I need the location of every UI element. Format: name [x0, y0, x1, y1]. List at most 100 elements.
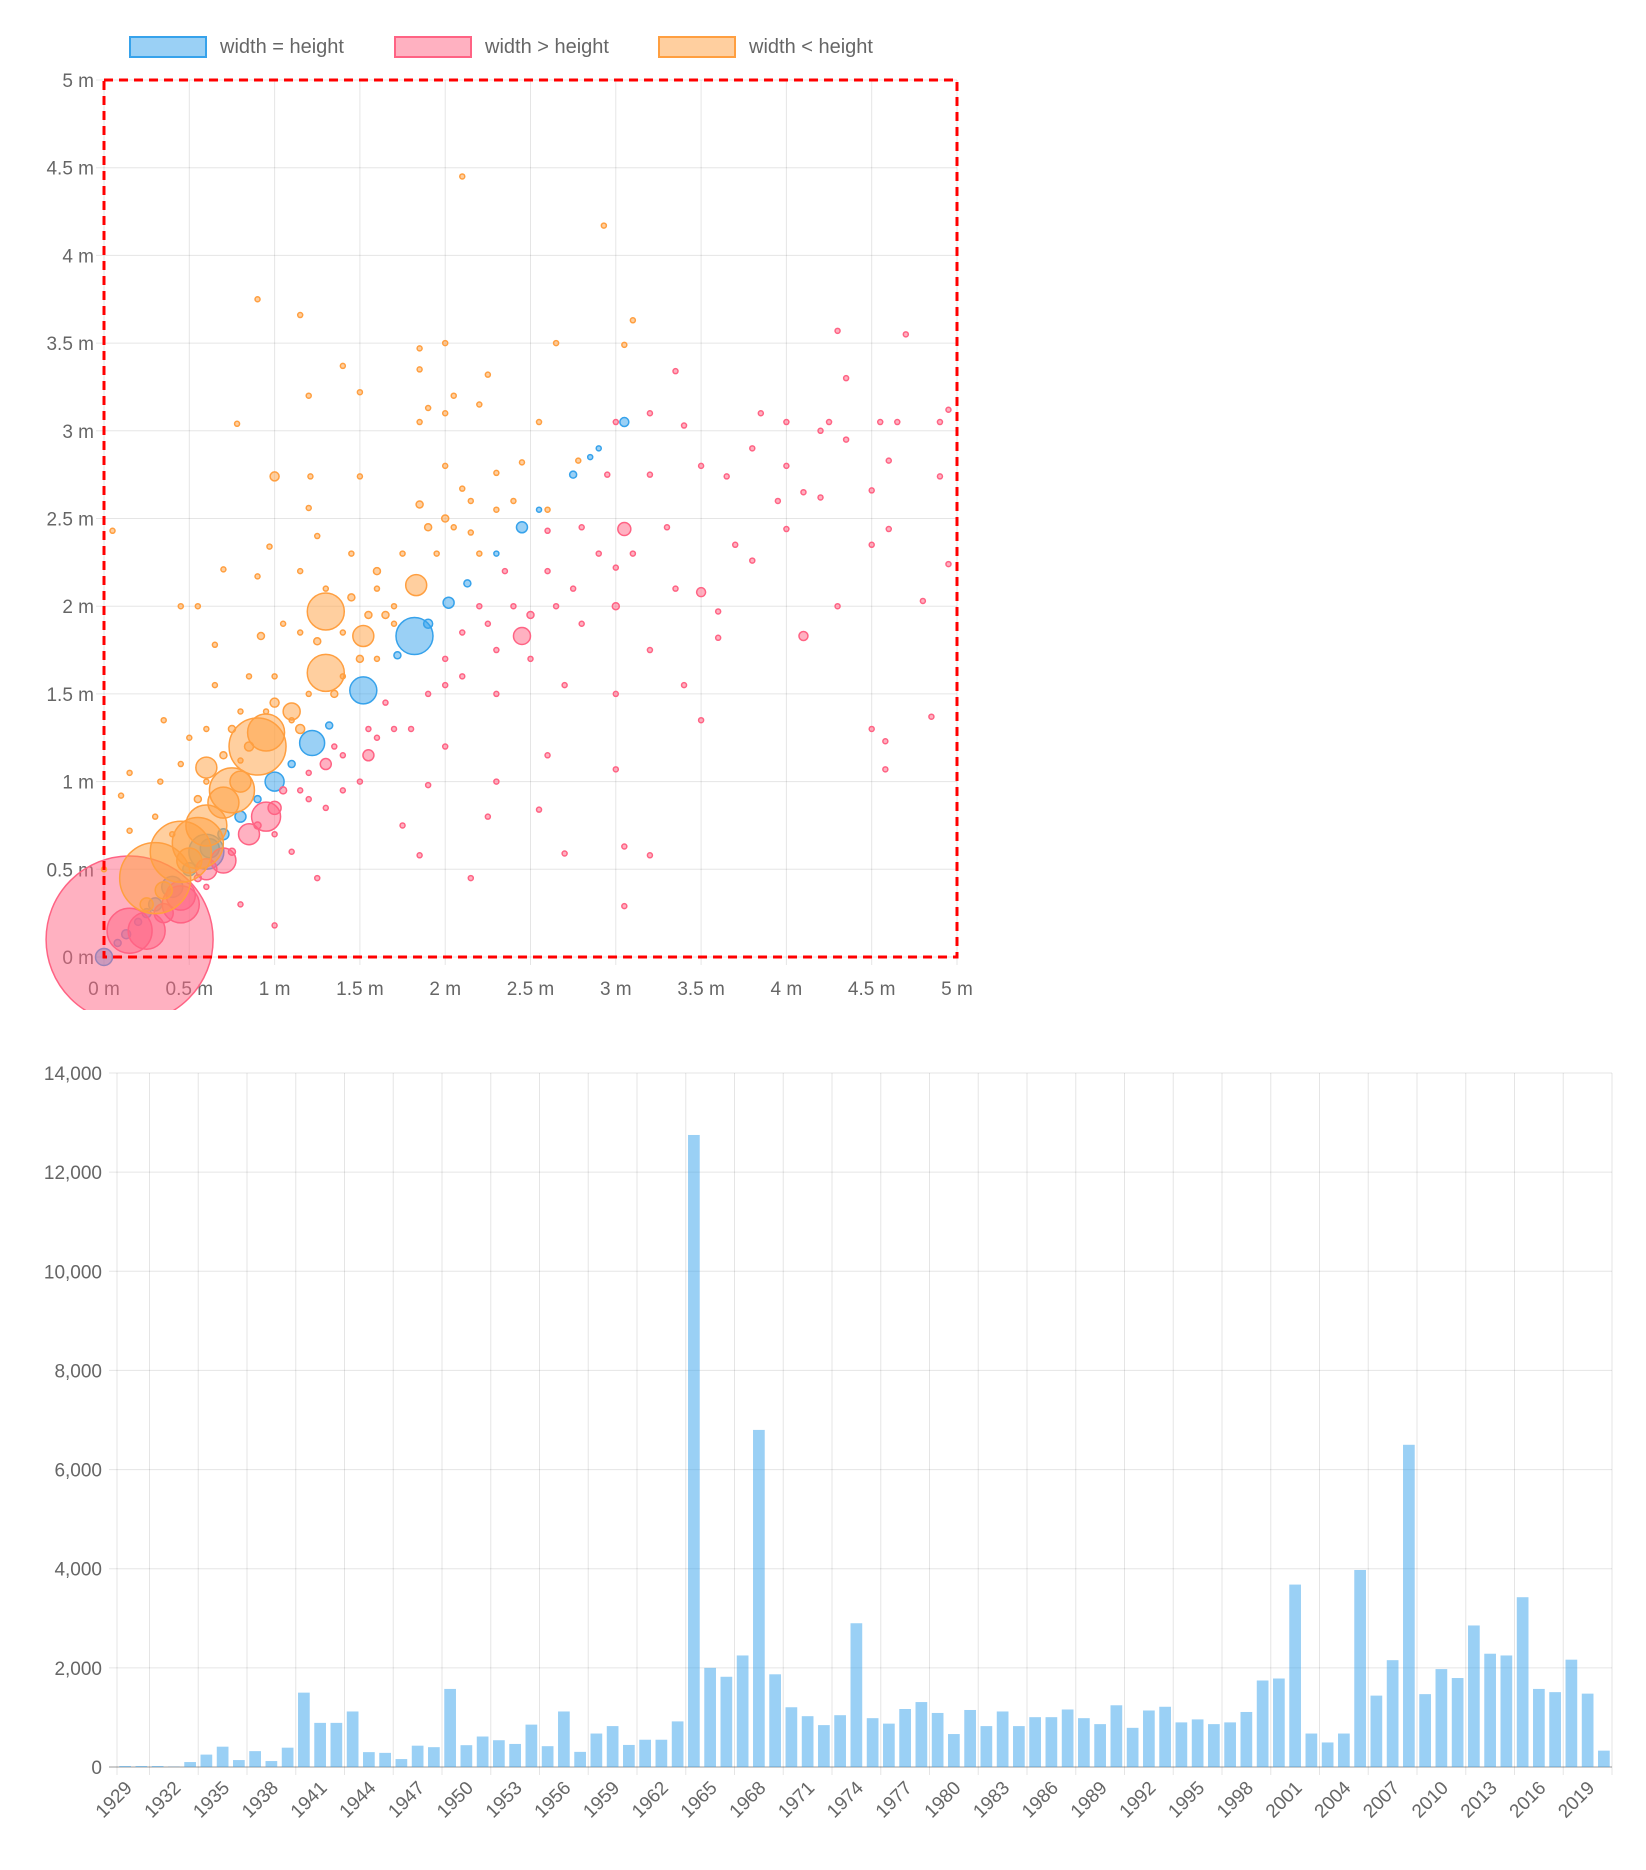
- data-point: [269, 471, 280, 482]
- data-point: [424, 781, 432, 789]
- legend-label: width = height: [220, 35, 344, 58]
- data-point: [535, 806, 543, 813]
- data-point: [243, 741, 255, 752]
- bar-1941: [314, 1722, 326, 1767]
- bar-2001: [1289, 1584, 1301, 1767]
- data-point: [271, 830, 278, 838]
- x-tick-label: 1947: [384, 1778, 429, 1823]
- x-tick-label: 1989: [1067, 1778, 1112, 1823]
- bar-1954: [525, 1724, 538, 1767]
- data-point: [646, 646, 654, 654]
- bar-1956: [558, 1711, 570, 1767]
- y-tick-label: 5 m: [62, 71, 94, 92]
- bar-1996: [1208, 1724, 1220, 1767]
- x-tick-label: 1929: [92, 1778, 137, 1823]
- data-point: [253, 794, 262, 804]
- data-point: [493, 690, 500, 698]
- data-point: [306, 592, 346, 631]
- x-tick-label: 3.5 m: [677, 979, 725, 1000]
- legend-item-wider[interactable]: width > height: [394, 34, 609, 60]
- data-point: [288, 848, 295, 856]
- data-point: [433, 550, 440, 557]
- data-point: [467, 874, 475, 882]
- data-point: [612, 690, 620, 698]
- bar-1972: [818, 1725, 830, 1767]
- data-point: [442, 596, 455, 609]
- bar-1950: [460, 1745, 473, 1767]
- data-point: [783, 525, 790, 533]
- data-point: [621, 843, 628, 850]
- legend-item-equal[interactable]: width = height: [129, 34, 344, 60]
- data-point: [825, 418, 833, 426]
- data-point: [381, 610, 390, 620]
- data-point: [390, 602, 398, 610]
- data-point: [885, 525, 893, 533]
- data-point: [672, 585, 679, 592]
- data-point: [322, 585, 330, 592]
- bar-2018: [1565, 1659, 1578, 1767]
- data-point: [441, 743, 449, 750]
- data-point: [395, 616, 434, 656]
- data-point: [783, 462, 790, 470]
- data-point: [697, 716, 705, 724]
- x-tick-label: 1 m: [259, 979, 291, 1000]
- data-point: [467, 497, 475, 505]
- data-point: [646, 852, 654, 859]
- data-point: [422, 618, 434, 629]
- data-point: [278, 786, 288, 795]
- data-point: [109, 527, 116, 535]
- data-point: [842, 374, 850, 382]
- data-point: [817, 494, 824, 501]
- data-point: [415, 500, 424, 509]
- data-point: [416, 345, 423, 352]
- data-point: [364, 610, 373, 620]
- bar-2014: [1500, 1655, 1513, 1767]
- bar-1978: [915, 1702, 928, 1767]
- x-tick-label: 2007: [1359, 1778, 1404, 1823]
- bar-1930: [135, 1766, 148, 1767]
- x-tick-label: 1971: [774, 1778, 819, 1823]
- data-point: [372, 566, 382, 576]
- data-point: [723, 473, 730, 480]
- legend-swatch-pink: [394, 36, 472, 58]
- data-point: [294, 723, 306, 735]
- data-point: [305, 769, 312, 777]
- bar-2003: [1321, 1742, 1334, 1767]
- x-tick-label: 5 m: [941, 979, 973, 1000]
- data-point: [945, 406, 952, 414]
- data-point: [382, 699, 389, 706]
- data-point: [262, 708, 270, 715]
- data-point: [463, 579, 472, 588]
- data-point: [663, 524, 671, 531]
- data-point: [194, 602, 202, 610]
- data-point: [305, 690, 312, 698]
- bar-1944: [363, 1752, 375, 1767]
- data-point: [493, 506, 500, 513]
- data-point: [339, 629, 347, 636]
- x-tick-label: 2.5 m: [507, 979, 555, 1000]
- data-point: [256, 631, 266, 641]
- legend-item-taller[interactable]: width < height: [658, 34, 873, 60]
- data-point: [339, 752, 347, 759]
- data-point: [749, 557, 756, 564]
- data-point: [868, 541, 875, 549]
- data-point: [568, 470, 578, 479]
- bar-1965: [704, 1667, 716, 1767]
- data-point: [783, 418, 790, 426]
- data-point: [501, 567, 509, 575]
- bar-1937: [249, 1751, 261, 1767]
- bar-2017: [1549, 1692, 1561, 1767]
- bar-2019: [1581, 1693, 1594, 1767]
- data-point: [441, 339, 449, 347]
- y-tick-label: 14,000: [44, 1064, 102, 1085]
- data-point: [552, 602, 560, 610]
- data-point: [203, 778, 210, 785]
- data-point: [440, 514, 450, 523]
- bar-1979: [931, 1712, 944, 1767]
- bar-1955: [541, 1746, 554, 1767]
- data-point: [237, 822, 261, 846]
- data-point: [319, 757, 333, 771]
- data-point: [612, 564, 620, 571]
- bar-2015: [1516, 1597, 1529, 1767]
- x-tick-label: 1944: [336, 1777, 381, 1822]
